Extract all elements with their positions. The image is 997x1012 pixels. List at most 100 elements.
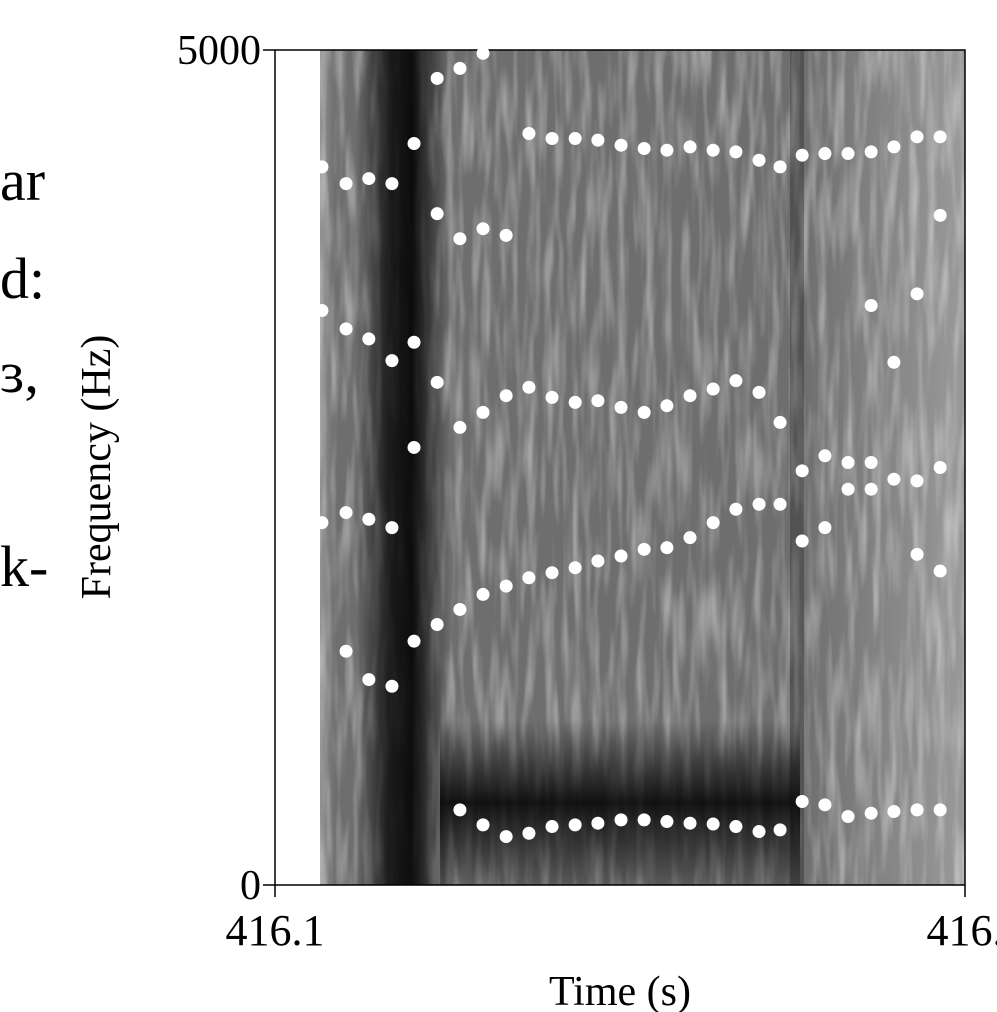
- formant-point: [841, 455, 855, 469]
- formant-point: [660, 143, 674, 157]
- formant-point: [637, 542, 651, 556]
- formant-point: [637, 813, 651, 827]
- y-tick-label: 0: [240, 863, 261, 909]
- formant-point: [476, 46, 490, 60]
- formant-point: [933, 208, 947, 222]
- formant-point: [933, 564, 947, 578]
- formant-point: [522, 571, 536, 585]
- formant-point: [407, 137, 421, 151]
- formant-point: [499, 579, 513, 593]
- formant-point: [453, 803, 467, 817]
- x-tick-label: 416.: [927, 906, 997, 955]
- formant-point: [818, 798, 832, 812]
- formant-point: [864, 806, 878, 820]
- formant-point: [430, 617, 444, 631]
- formant-point: [818, 147, 832, 161]
- formant-point: [660, 541, 674, 555]
- formant-point: [818, 521, 832, 535]
- formant-point: [683, 389, 697, 403]
- formant-point: [315, 160, 329, 174]
- formant-point: [568, 395, 582, 409]
- formant-point: [706, 143, 720, 157]
- formant-point: [795, 795, 809, 808]
- formant-point: [729, 502, 743, 516]
- formant-point: [841, 482, 855, 496]
- formant-point: [476, 222, 490, 236]
- x-axis-title: Time (s): [549, 969, 691, 1012]
- formant-point: [362, 332, 376, 346]
- formant-point: [614, 813, 628, 827]
- formant-point: [773, 415, 787, 429]
- formant-point: [660, 815, 674, 829]
- formant-point: [841, 810, 855, 824]
- formant-point: [476, 405, 490, 419]
- formant-point: [933, 461, 947, 474]
- formant-point: [773, 160, 787, 174]
- formant-point: [864, 145, 878, 159]
- formant-point: [706, 817, 720, 831]
- formant-point: [752, 153, 766, 167]
- formant-point: [430, 375, 444, 389]
- formant-point: [385, 354, 399, 368]
- formant-point: [385, 679, 399, 693]
- formant-point: [545, 566, 559, 580]
- formant-point: [752, 825, 766, 839]
- formant-point: [910, 130, 924, 144]
- formant-point: [706, 516, 720, 530]
- formant-point: [887, 140, 901, 154]
- formant-point: [545, 820, 559, 834]
- x-tick-label: 416.1: [226, 906, 325, 955]
- formant-point: [910, 547, 924, 561]
- formant-point: [499, 389, 513, 403]
- formant-point: [362, 673, 376, 687]
- formant-point: [887, 805, 901, 819]
- formant-point: [339, 322, 353, 336]
- formant-point: [545, 390, 559, 404]
- annotation: k-: [0, 534, 48, 599]
- formant-point: [887, 355, 901, 369]
- formant-point: [591, 816, 605, 830]
- formant-point: [933, 803, 947, 817]
- formant-point: [818, 449, 832, 463]
- formant-point: [339, 506, 353, 520]
- formant-point: [752, 385, 766, 399]
- formant-point: [864, 299, 878, 313]
- formant-point: [407, 634, 421, 648]
- annotation: ɜ,: [0, 340, 39, 405]
- formant-point: [499, 830, 513, 844]
- formant-point: [683, 140, 697, 154]
- formant-point: [887, 472, 901, 486]
- formant-point: [407, 335, 421, 349]
- formant-point: [522, 380, 536, 394]
- formant-point: [660, 399, 674, 413]
- formant-point: [453, 232, 467, 246]
- formant-point: [453, 420, 467, 434]
- formant-point: [933, 130, 947, 144]
- formant-point: [729, 145, 743, 159]
- formant-point: [795, 534, 809, 548]
- y-axis-title: Frequency (Hz): [74, 335, 120, 600]
- formant-point: [591, 554, 605, 568]
- formant-point: [568, 132, 582, 146]
- y-tick-label: 5000: [177, 28, 261, 74]
- formant-point: [773, 823, 787, 837]
- formant-point: [795, 148, 809, 162]
- formant-point: [339, 177, 353, 191]
- formant-point: [683, 816, 697, 830]
- spectrogram: [275, 50, 965, 885]
- formant-point: [522, 826, 536, 840]
- formant-point: [453, 61, 467, 75]
- formant-point: [864, 455, 878, 469]
- formant-point: [637, 142, 651, 156]
- formant-point: [706, 382, 720, 396]
- formant-point: [545, 132, 559, 146]
- annotation: ar: [0, 148, 45, 213]
- annotation: d:: [0, 246, 45, 311]
- formant-point: [362, 172, 376, 186]
- formant-point: [568, 561, 582, 575]
- formant-point: [795, 464, 809, 478]
- formant-point: [476, 587, 490, 601]
- formant-point: [339, 644, 353, 658]
